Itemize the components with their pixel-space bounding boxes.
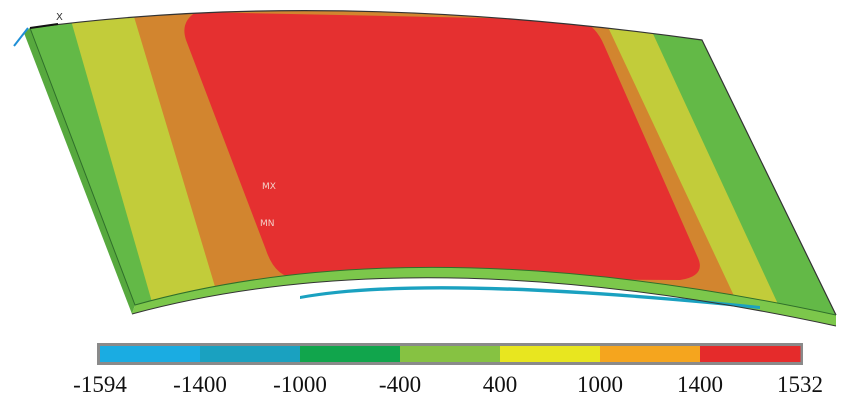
legend-swatch: [600, 346, 701, 362]
legend-ticks: -1594 -1400 -1000 -400 400 1000 1400 1532: [73, 372, 823, 397]
min-marker: MN: [260, 219, 275, 229]
plate-front-edge: [29, 27, 837, 316]
legend-swatch: [100, 346, 201, 362]
legend-tick-label: -1000: [273, 372, 327, 397]
axis-x-label: X: [56, 12, 63, 23]
legend-tick-label: 1532: [777, 372, 823, 397]
axis-triad: X: [13, 12, 63, 47]
legend-swatches: [100, 346, 801, 362]
plate-left-side: [24, 28, 135, 314]
legend-tick-label: 1400: [677, 372, 723, 397]
legend-tick-label: -1400: [173, 372, 227, 397]
plate-bottom-edge: [131, 277, 837, 327]
legend-swatch: [400, 346, 501, 362]
contour-legend: -1594 -1400 -1000 -400 400 1000 1400 1532: [73, 343, 823, 397]
plate-outline: [29, 10, 837, 316]
legend-swatch: [500, 346, 601, 362]
legend-swatch: [700, 346, 801, 362]
legend-tick-label: 400: [483, 372, 518, 397]
axis-z-line: [13, 27, 29, 47]
plate-bottom-face: [132, 267, 836, 326]
legend-swatch: [300, 346, 401, 362]
plate-bottom-stripe: [300, 286, 760, 309]
legend-tick-label: 1000: [577, 372, 623, 397]
legend-tick-label: -400: [379, 372, 421, 397]
max-marker: MX: [262, 182, 276, 192]
plate-side: [24, 28, 837, 327]
contour-band-red: [184, 12, 700, 280]
legend-swatch: [200, 346, 301, 362]
legend-tick-label: -1594: [73, 372, 127, 397]
axis-x-line: [29, 23, 59, 29]
